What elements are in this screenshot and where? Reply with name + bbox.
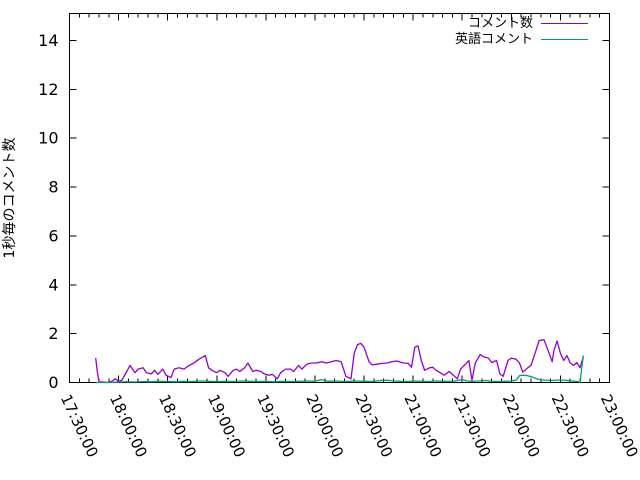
series-line-english-comments bbox=[95, 355, 584, 384]
y-tick-label: 0 bbox=[48, 373, 58, 392]
x-tick-label: 22:30:00 bbox=[548, 392, 593, 461]
y-tick-label: 14 bbox=[38, 31, 58, 50]
x-tick-label: 20:30:00 bbox=[351, 392, 396, 461]
x-tick-label: 19:00:00 bbox=[204, 392, 249, 461]
x-tick-label: 18:30:00 bbox=[155, 392, 200, 461]
y-tick-label: 6 bbox=[48, 226, 58, 245]
legend-label-english-comments: 英語コメント bbox=[454, 32, 533, 47]
y-tick-label: 4 bbox=[48, 275, 58, 294]
y-axis-title: 1秒毎のコメント数 bbox=[2, 138, 18, 259]
series-line-comments bbox=[95, 339, 584, 384]
legend-line-sample-comments bbox=[541, 23, 588, 24]
legend-line-sample-english-comments bbox=[541, 39, 588, 40]
y-tick-label: 2 bbox=[48, 324, 58, 343]
x-tick-label: 21:30:00 bbox=[450, 392, 495, 461]
x-tick-label: 20:00:00 bbox=[302, 392, 347, 461]
x-tick-label: 21:00:00 bbox=[401, 392, 446, 461]
x-tick-label: 18:00:00 bbox=[106, 392, 151, 461]
x-tick-label: 23:00:00 bbox=[597, 392, 640, 461]
x-tick-label: 17:30:00 bbox=[57, 392, 102, 461]
y-tick-label: 12 bbox=[38, 80, 58, 99]
legend: コメント数 英語コメント bbox=[455, 17, 588, 46]
legend-label-comments: コメント数 bbox=[467, 16, 533, 31]
y-tick-label: 10 bbox=[38, 129, 58, 148]
x-tick-label: 19:30:00 bbox=[253, 392, 298, 461]
x-tick-label: 22:00:00 bbox=[499, 392, 544, 461]
y-tick-label: 8 bbox=[48, 178, 58, 197]
legend-row-english-comments: 英語コメント bbox=[455, 33, 588, 46]
legend-row-comments: コメント数 bbox=[455, 17, 588, 30]
plot-border bbox=[69, 13, 610, 383]
